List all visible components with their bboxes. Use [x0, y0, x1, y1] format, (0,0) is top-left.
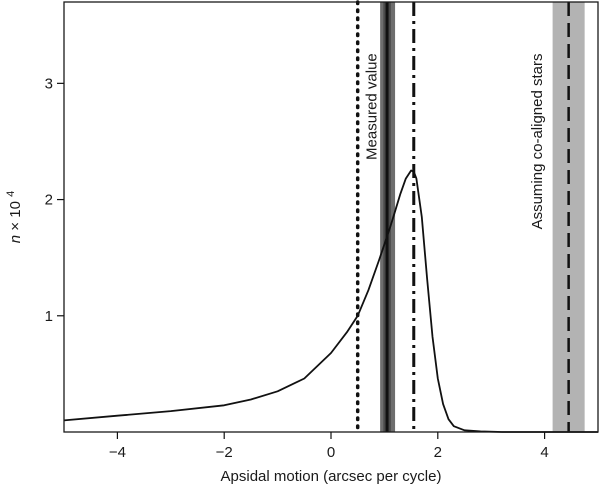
y-tick-label: 1	[45, 308, 53, 325]
annotations: Measured value Assuming co-aligned stars	[363, 53, 546, 229]
x-tick-label: 4	[540, 444, 548, 461]
x-tick-label: 0	[327, 444, 335, 461]
y-axis-label: n × 10 4	[5, 191, 24, 243]
y-axis-ticks: 1 2 3	[45, 75, 64, 325]
x-tick-label: −4	[109, 444, 126, 461]
y-axis-label-text: × 10	[7, 201, 24, 231]
reference-lines	[355, 0, 570, 434]
coaligned-stars-annotation: Assuming co-aligned stars	[529, 53, 546, 229]
y-tick-label: 3	[45, 75, 53, 92]
plot-frame	[63, 1, 599, 433]
y-axis-label-exponent: 4	[5, 191, 17, 197]
x-tick-label: 2	[434, 444, 442, 461]
x-axis-label: Apsidal motion (arcsec per cycle)	[221, 468, 442, 485]
x-tick-label: −2	[216, 444, 233, 461]
distribution-curve-group	[63, 169, 598, 433]
measured-value-annotation: Measured value	[363, 53, 380, 160]
y-tick-label: 2	[45, 192, 53, 209]
x-axis-ticks: −4 −2 0 2 4	[109, 432, 549, 461]
distribution-curve	[63, 169, 598, 433]
y-axis-label-variable: n	[7, 235, 24, 243]
uncertainty-bands	[380, 2, 585, 432]
